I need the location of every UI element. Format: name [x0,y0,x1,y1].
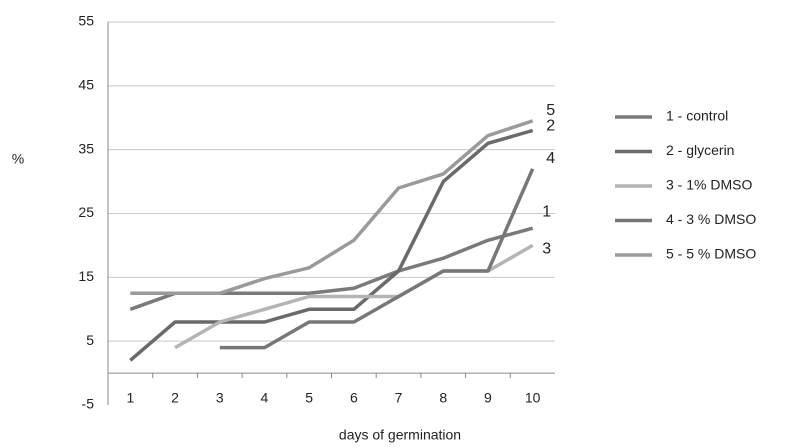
y-axis-label: % [12,151,24,167]
x-tick-label: 10 [525,390,541,406]
series-line [174,243,534,350]
x-axis-label: days of germination [339,427,461,443]
x-tick-label: 8 [439,390,447,406]
y-tick-label: 35 [78,140,94,156]
end-label: 3 [542,241,551,258]
end-label: 4 [546,150,555,167]
y-tick-label: 25 [78,204,94,220]
x-tick-label: 4 [261,390,269,406]
legend-label: 4 - 3 % DMSO [666,211,756,227]
y-tick-label: 5 [86,332,94,348]
x-tick-label: 5 [305,390,313,406]
end-label: 5 [546,102,555,119]
end-label: 2 [546,118,555,135]
series-line [219,168,535,350]
legend-label: 2 - glycerin [666,142,734,158]
y-tick-label: -5 [82,396,95,412]
y-tick-label: 15 [78,268,94,284]
y-tick-label: 45 [78,77,94,93]
x-tick-label: 3 [216,390,224,406]
x-tick-label: 1 [126,390,134,406]
x-tick-label: 2 [171,390,179,406]
legend-label: 3 - 1% DMSO [666,177,752,193]
y-tick-label: 55 [78,13,94,29]
x-tick-label: 7 [395,390,403,406]
end-label: 1 [542,203,551,220]
legend-label: 5 - 5 % DMSO [666,246,756,262]
x-tick-label: 9 [484,390,492,406]
legend-label: 1 - control [666,108,728,124]
x-tick-label: 6 [350,390,358,406]
series-line [130,119,534,296]
series-line [129,128,534,362]
